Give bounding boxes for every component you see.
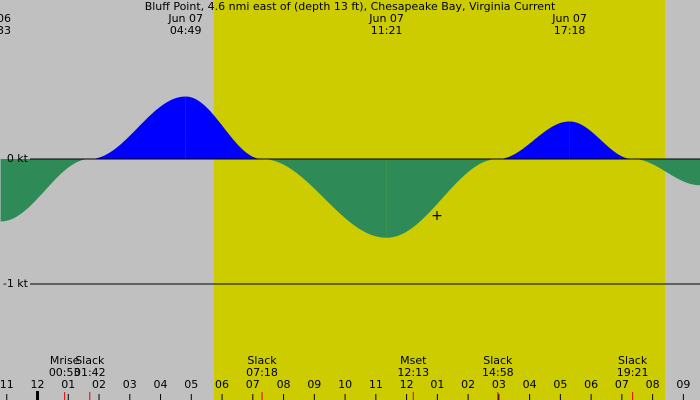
ebb-area (0, 159, 90, 222)
ebb-area (262, 159, 387, 238)
event-name: Slack (618, 354, 648, 367)
x-tick-label: 01 (61, 378, 75, 391)
x-tick-label: 03 (123, 378, 137, 391)
x-tick-label: 02 (92, 378, 106, 391)
x-tick-label: 04 (523, 378, 537, 391)
event-name: Slack (483, 354, 513, 367)
x-tick-label: 02 (461, 378, 475, 391)
top-time: 11:21 (371, 24, 403, 37)
x-tick-label: 03 (492, 378, 506, 391)
event-time: 01:42 (74, 366, 106, 379)
y-tick-label: -1 kt (3, 277, 29, 290)
x-tick-label: 01 (430, 378, 444, 391)
event-time: 07:18 (246, 366, 278, 379)
partial-date: 06 (0, 12, 11, 25)
x-tick-label: 11 (369, 378, 383, 391)
top-time: 04:49 (170, 24, 202, 37)
x-tick-label: 09 (676, 378, 690, 391)
x-tick-label: 05 (184, 378, 198, 391)
event-time: 14:58 (482, 366, 514, 379)
flood-area (569, 121, 633, 159)
now-marker: + (431, 208, 443, 224)
x-tick-label: 06 (584, 378, 598, 391)
event-name: Mrise (50, 354, 80, 367)
partial-time: 33 (0, 24, 11, 37)
x-tick-label: 12 (31, 378, 45, 391)
x-tick-label: 10 (338, 378, 352, 391)
flood-area (185, 96, 263, 159)
top-time: 17:18 (554, 24, 586, 37)
flood-area (497, 121, 570, 159)
x-tick-label: 07 (615, 378, 629, 391)
x-tick-label: 08 (277, 378, 291, 391)
chart-title: Bluff Point, 4.6 nmi east of (depth 13 f… (145, 0, 556, 13)
event-name: Mset (400, 354, 427, 367)
flood-area (89, 96, 186, 159)
x-tick-label: 07 (246, 378, 260, 391)
event-time: 19:21 (617, 366, 649, 379)
x-tick-label: 06 (215, 378, 229, 391)
top-date: Jun 07 (551, 12, 587, 25)
top-date: Jun 07 (167, 12, 203, 25)
x-tick-label: 11 (0, 378, 14, 391)
x-tick-label: 05 (553, 378, 567, 391)
event-time: 12:13 (397, 366, 429, 379)
event-time: 00:53 (49, 366, 81, 379)
ebb-area (386, 159, 498, 238)
x-tick-label: 08 (646, 378, 660, 391)
x-tick-label: 04 (154, 378, 168, 391)
y-tick-label: 0 kt (7, 152, 29, 165)
x-tick-label: 09 (307, 378, 321, 391)
x-tick-label: 12 (400, 378, 414, 391)
top-date: Jun 07 (368, 12, 404, 25)
ebb-area (632, 159, 700, 186)
event-name: Slack (75, 354, 105, 367)
event-name: Slack (247, 354, 277, 367)
